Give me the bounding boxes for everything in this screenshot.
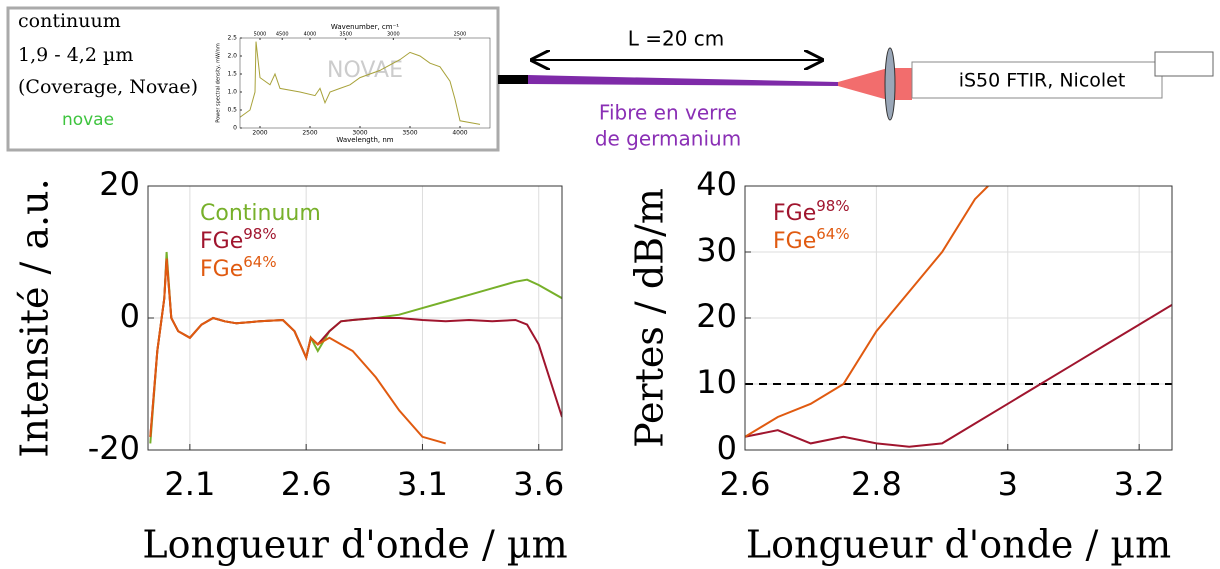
legend-entry: FGe98% — [773, 197, 850, 227]
legend-name: FGe — [200, 257, 243, 282]
y-tick-label: 2.5 — [227, 35, 237, 42]
source-text: continuum — [18, 10, 121, 32]
x-axis-label: Wavelength, nm — [336, 136, 393, 144]
x-tick-label: 2500 — [302, 130, 317, 137]
x-tick-label: 2000 — [252, 130, 267, 137]
y-tick-label: 10 — [696, 363, 737, 401]
legend-name: Continuum — [200, 201, 321, 226]
x2-axis-label: Wavenumber, cm⁻¹ — [331, 23, 399, 31]
legend-sup: 64% — [243, 253, 276, 271]
x-tick-label: 2.8 — [851, 465, 902, 503]
y-tick-label: 30 — [696, 231, 737, 269]
y-tick-label: 20 — [696, 297, 737, 335]
source-box — [6, 6, 500, 152]
x2-tick-label: 3000 — [387, 32, 400, 38]
fiber — [528, 75, 838, 86]
plot-frame — [239, 37, 491, 129]
length-label: L =20 cm — [628, 27, 725, 51]
plot-frame — [147, 185, 563, 451]
y-tick-label: 0.5 — [227, 107, 237, 114]
x-tick-label: 2.1 — [164, 465, 215, 503]
source-text: (Coverage, Novae) — [18, 76, 198, 98]
legend-entry: FGe64% — [773, 225, 850, 255]
legend-entry: FGe64% — [200, 253, 277, 283]
watermark: NOVAE — [327, 58, 403, 83]
instrument-icon — [1154, 51, 1214, 77]
x-tick-label: 3.2 — [1114, 465, 1165, 503]
x2-tick-label: 3500 — [339, 32, 352, 38]
x-tick-label: 3000 — [352, 130, 367, 137]
logo: novae — [62, 110, 114, 130]
legend-entry: FGe98% — [200, 225, 277, 255]
x-axis-label: Longueur d'onde / µm — [746, 523, 1171, 567]
legend-name: FGe — [773, 201, 816, 226]
legend-name: FGe — [200, 229, 243, 254]
x-tick-label: 2.6 — [720, 465, 771, 503]
y-tick-label: -20 — [88, 429, 140, 467]
y-tick-label: 1.0 — [227, 89, 237, 96]
instrument-label: iS50 FTIR, Nicolet — [959, 70, 1126, 92]
x2-tick-label: 2500 — [454, 32, 467, 38]
series-line — [745, 186, 989, 438]
y-axis-label: Intensité / a.u. — [13, 178, 57, 457]
legend-name: FGe — [773, 229, 816, 254]
lens — [884, 47, 896, 121]
beam — [838, 68, 888, 100]
x-tick-label: 2.6 — [281, 465, 332, 503]
x-axis-label: Longueur d'onde / µm — [142, 523, 567, 567]
x2-tick-label: 4500 — [276, 32, 289, 38]
plot-frame — [744, 185, 1173, 451]
x-tick-label: 3.1 — [397, 465, 448, 503]
legend-sup: 64% — [816, 225, 849, 243]
legend-sup: 98% — [243, 225, 276, 243]
x-tick-label: 3 — [998, 465, 1018, 503]
x-tick-label: 3500 — [402, 130, 417, 137]
y-tick-label: 2.0 — [227, 53, 237, 60]
fiber-label: de germanium — [595, 127, 741, 151]
y-axis-label: Power spectral density, mW/nm — [216, 43, 222, 123]
fiber-label: Fibre en verre — [599, 101, 737, 125]
x2-tick-label: 4000 — [304, 32, 317, 38]
series-line — [240, 41, 481, 125]
instrument-box — [911, 61, 1163, 99]
legend-sup: 98% — [816, 197, 849, 215]
x2-tick-label: 5000 — [254, 32, 267, 38]
y-axis-label: Pertes / dB/m — [628, 188, 672, 448]
x-tick-label: 3.6 — [513, 465, 564, 503]
connector — [498, 75, 528, 84]
legend-entry: Continuum — [200, 201, 321, 226]
y-tick-label: 1.5 — [227, 71, 237, 78]
y-tick-label: 40 — [696, 165, 737, 203]
y-tick-label: 0 — [717, 429, 737, 467]
y-tick-label: 0 — [233, 125, 237, 132]
x-tick-label: 4000 — [452, 130, 467, 137]
y-tick-label: 20 — [99, 165, 140, 203]
source-text: 1,9 - 4,2 µm — [18, 44, 133, 66]
series-line — [745, 303, 1172, 448]
series-line — [149, 258, 446, 445]
y-tick-label: 0 — [120, 297, 140, 335]
